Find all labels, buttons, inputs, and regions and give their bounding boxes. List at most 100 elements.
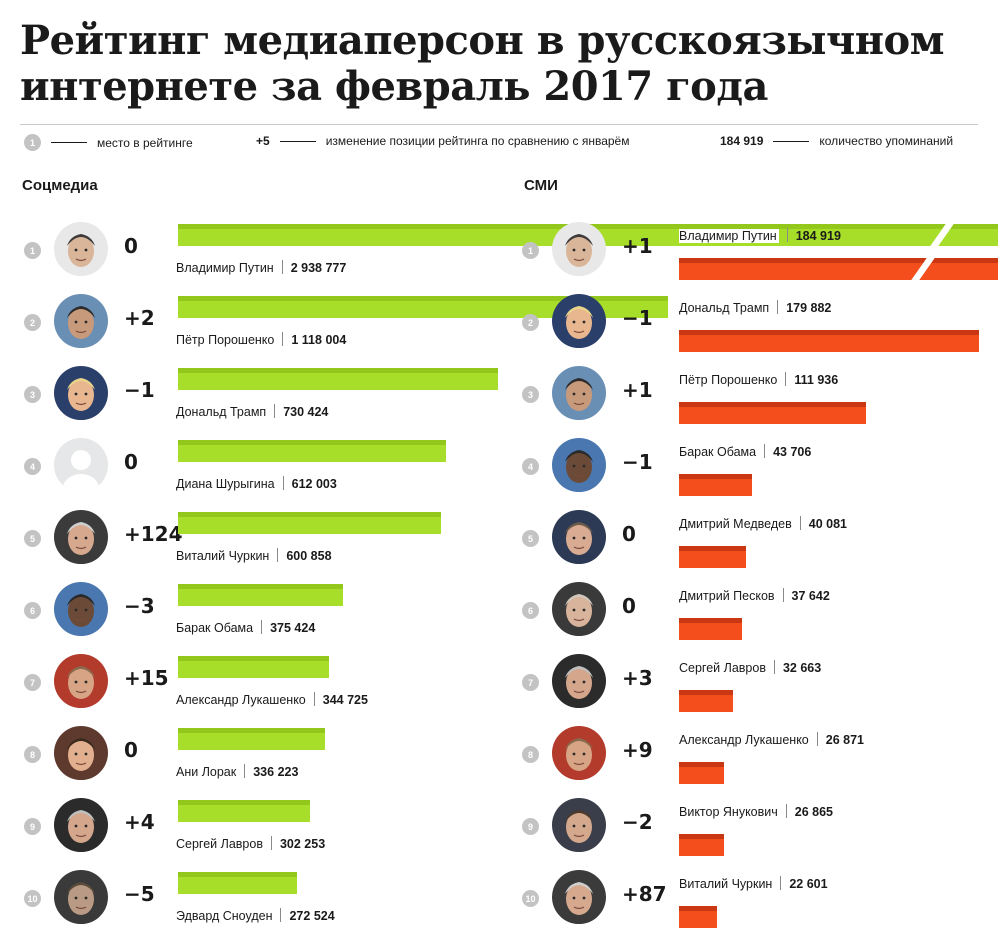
person-name: Барак Обама bbox=[679, 445, 757, 459]
rank-change: −1 bbox=[622, 450, 653, 474]
ranking-row: 2 +2 Пётр Порошенко 1 118 004 bbox=[0, 294, 998, 366]
bar-label: Дмитрий Песков 37 642 bbox=[679, 588, 830, 603]
bar-label: Пётр Порошенко 111 936 bbox=[679, 372, 838, 387]
person-name: Дмитрий Медведев bbox=[679, 517, 792, 531]
legend-divider bbox=[20, 124, 978, 125]
bar-label: Эдвард Сноуден 272 524 bbox=[176, 908, 335, 923]
mention-count: 730 424 bbox=[283, 405, 329, 419]
ranking-row: 3 +1 Пётр Порошенко 111 936 bbox=[0, 366, 998, 438]
data-bar bbox=[679, 618, 742, 640]
person-photo-icon bbox=[54, 870, 108, 924]
legend-count-example: 184 919 bbox=[720, 134, 764, 148]
ranking-row: 8 0 Ани Лорак 336 223 bbox=[0, 726, 998, 798]
person-photo-icon bbox=[552, 582, 606, 636]
bar-label: Сергей Лавров 32 663 bbox=[679, 660, 821, 675]
person-photo-icon bbox=[552, 726, 606, 780]
mention-count: 43 706 bbox=[773, 445, 812, 459]
rank-change: +15 bbox=[124, 666, 169, 690]
ranking-row: 10 +87 Виталий Чуркин 22 601 bbox=[0, 870, 998, 942]
rank-badge-icon: 1 bbox=[24, 134, 41, 151]
rank-change: +3 bbox=[622, 666, 653, 690]
mention-count: 2 938 777 bbox=[290, 261, 347, 275]
person-name: Ани Лорак bbox=[176, 765, 237, 779]
person-photo-icon bbox=[54, 222, 108, 276]
person-photo-icon bbox=[552, 654, 606, 708]
data-bar bbox=[178, 656, 329, 678]
rank-change: 0 bbox=[124, 234, 138, 258]
separator bbox=[277, 548, 279, 562]
rank-badge: 2 bbox=[522, 314, 539, 331]
person-name: Диана Шурыгина bbox=[176, 477, 275, 491]
mention-count: 302 253 bbox=[279, 837, 326, 851]
rank-badge: 3 bbox=[24, 386, 41, 403]
legend-rank: 1 место в рейтинге bbox=[24, 134, 193, 151]
person-name: Дональд Трамп bbox=[176, 405, 267, 419]
rank-badge: 4 bbox=[522, 458, 539, 475]
legend-change: +5 изменение позиции рейтинга по сравнен… bbox=[256, 134, 629, 148]
rank-change: +9 bbox=[622, 738, 653, 762]
data-bar bbox=[679, 762, 724, 784]
person-name: Сергей Лавров bbox=[679, 661, 766, 675]
separator bbox=[274, 404, 276, 418]
separator bbox=[270, 836, 272, 850]
bar-label: Виталий Чуркин 22 601 bbox=[679, 876, 828, 891]
bar-label: Владимир Путин 184 919 bbox=[679, 228, 841, 243]
ranking-row: 7 +3 Сергей Лавров 32 663 bbox=[0, 654, 998, 726]
placeholder-silhouette-icon bbox=[54, 438, 108, 492]
person-photo-icon bbox=[552, 510, 606, 564]
data-bar bbox=[679, 330, 979, 352]
legend-dash bbox=[51, 142, 87, 143]
rank-change: 0 bbox=[622, 594, 636, 618]
person-photo-icon bbox=[552, 294, 606, 348]
legend-count-text: количество упоминаний bbox=[819, 134, 954, 148]
rank-change: 0 bbox=[124, 738, 138, 762]
person-name: Дмитрий Песков bbox=[679, 589, 775, 603]
ranking-row: 4 0 Диана Шурыгина 612 003 bbox=[0, 438, 998, 510]
rank-badge: 8 bbox=[24, 746, 41, 763]
page-title: Рейтинг медиаперсон в русскоязычном инте… bbox=[20, 17, 944, 110]
person-photo-icon bbox=[552, 798, 606, 852]
rank-change: −1 bbox=[622, 306, 653, 330]
ranking-row: 4 −1 Барак Обама 43 706 bbox=[0, 438, 998, 510]
data-bar bbox=[679, 834, 724, 856]
person-name: Пётр Порошенко bbox=[176, 333, 275, 347]
mention-count: 612 003 bbox=[291, 477, 337, 491]
separator bbox=[282, 332, 284, 346]
bar-label: Александр Лукашенко 26 871 bbox=[679, 732, 864, 747]
ranking-row: 5 0 Дмитрий Медведев 40 081 bbox=[0, 510, 998, 582]
person-photo-icon bbox=[54, 294, 108, 348]
rank-change: −3 bbox=[124, 594, 155, 618]
rank-badge: 9 bbox=[522, 818, 539, 835]
bar-label: Барак Обама 43 706 bbox=[679, 444, 811, 459]
mention-count: 37 642 bbox=[791, 589, 830, 603]
ranking-row: 9 +4 Сергей Лавров 302 253 bbox=[0, 798, 998, 870]
person-name: Дональд Трамп bbox=[679, 301, 770, 315]
mention-count: 375 424 bbox=[270, 621, 316, 635]
person-name: Владимир Путин bbox=[176, 261, 274, 275]
mention-count: 184 919 bbox=[795, 229, 841, 243]
rank-change: −5 bbox=[124, 882, 155, 906]
bar-label: Дональд Трамп 730 424 bbox=[176, 404, 328, 419]
separator bbox=[780, 876, 782, 890]
person-photo-icon bbox=[552, 366, 606, 420]
ranking-row: 8 +9 Александр Лукашенко 26 871 bbox=[0, 726, 998, 798]
person-photo-icon bbox=[54, 366, 108, 420]
rank-badge: 7 bbox=[24, 674, 41, 691]
separator bbox=[777, 300, 779, 314]
person-name: Виталий Чуркин bbox=[176, 549, 270, 563]
person-photo-icon bbox=[552, 222, 606, 276]
data-bar bbox=[679, 474, 752, 496]
separator bbox=[281, 260, 283, 274]
separator bbox=[786, 228, 788, 242]
data-bar bbox=[178, 800, 310, 822]
ranking-row: 3 −1 Дональд Трамп 730 424 bbox=[0, 366, 998, 438]
person-name: Сергей Лавров bbox=[176, 837, 263, 851]
mention-count: 22 601 bbox=[789, 877, 828, 891]
bar-label: Виталий Чуркин 600 858 bbox=[176, 548, 332, 563]
data-bar bbox=[178, 872, 297, 894]
person-name: Александр Лукашенко bbox=[679, 733, 809, 747]
rank-badge: 4 bbox=[24, 458, 41, 475]
separator bbox=[799, 516, 801, 530]
rank-change: +124 bbox=[124, 522, 183, 546]
bar-label: Александр Лукашенко 344 725 bbox=[176, 692, 368, 707]
